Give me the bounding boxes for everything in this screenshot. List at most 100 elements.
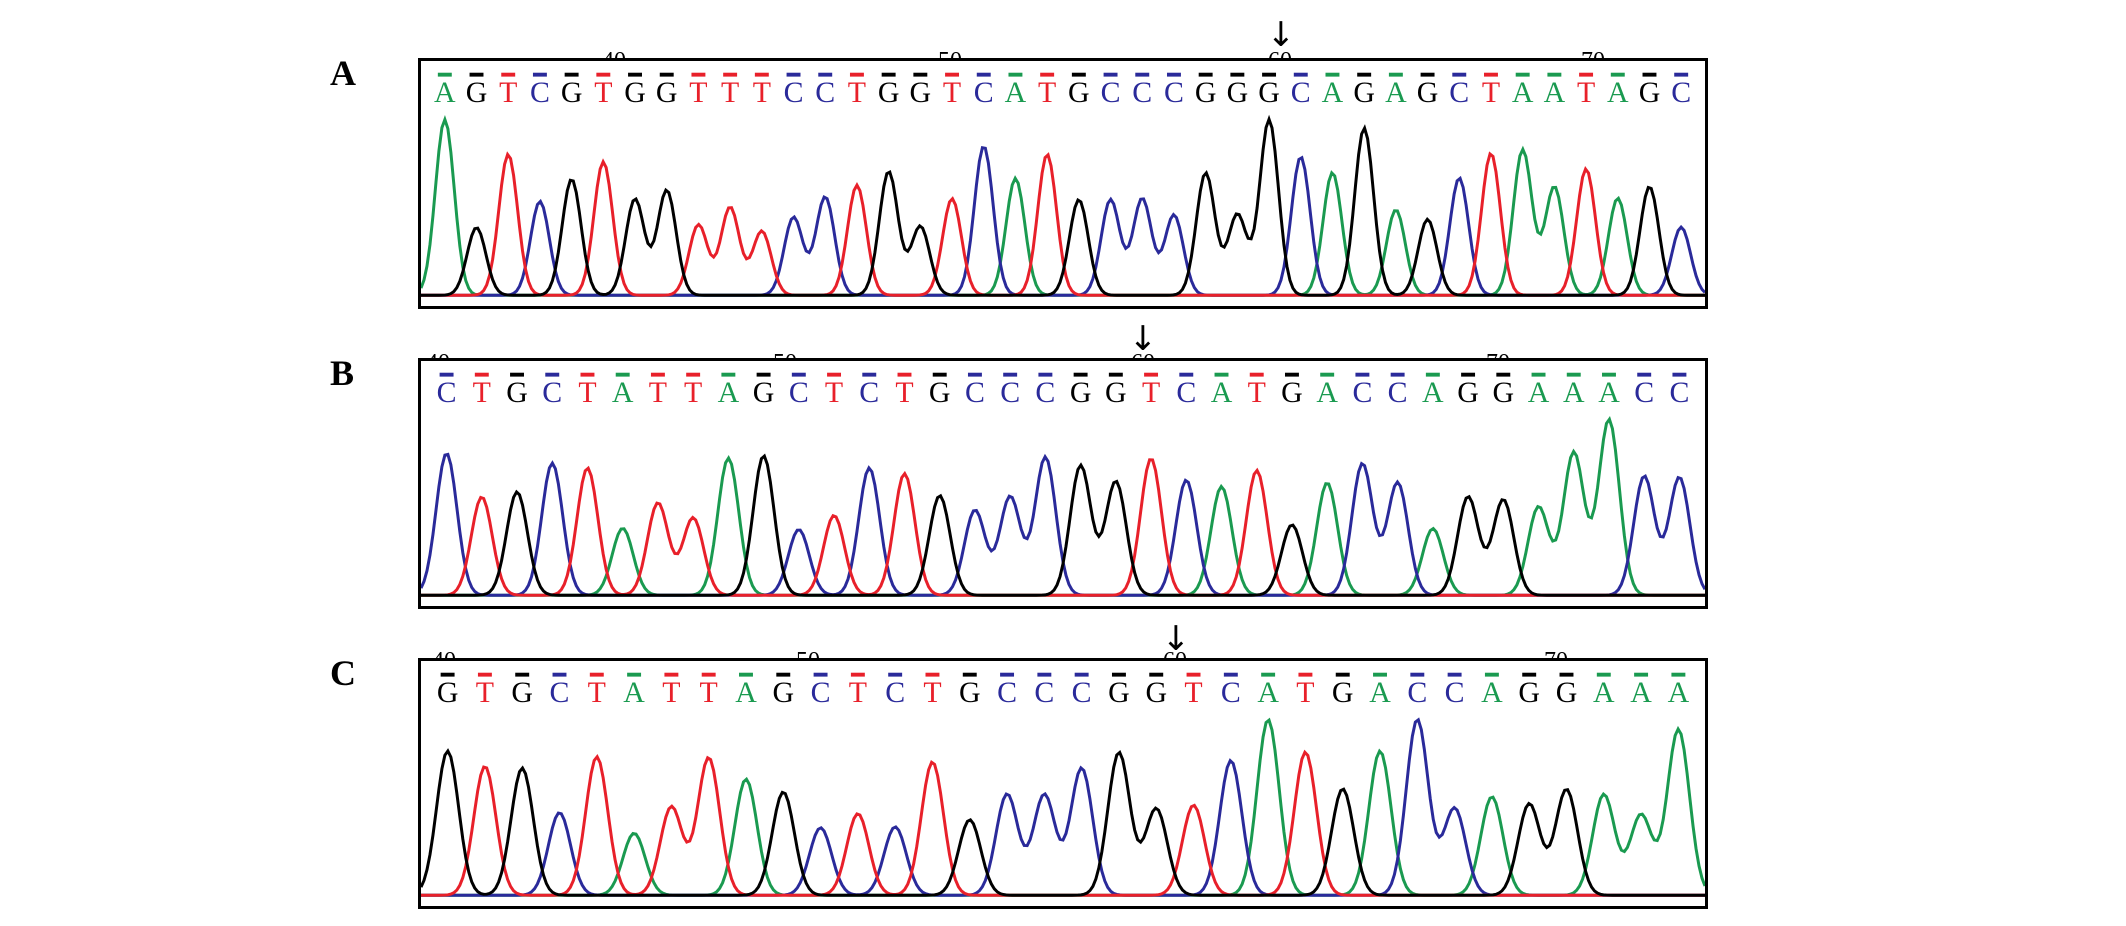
base-call: G	[511, 677, 533, 709]
base-tick	[1074, 672, 1089, 677]
base-call: G	[753, 377, 775, 409]
base-tick	[691, 72, 706, 77]
base-call: C	[437, 377, 457, 409]
base-tick	[976, 72, 991, 77]
base-tick	[589, 672, 604, 677]
base-tick	[1262, 72, 1277, 77]
base-call: T	[895, 377, 913, 409]
base-tick	[510, 372, 524, 377]
base-call: G	[1457, 377, 1479, 409]
base-tick	[1357, 72, 1372, 77]
base-tick	[1071, 72, 1086, 77]
base-tick	[1325, 72, 1340, 77]
base-call: A	[1481, 677, 1503, 709]
base-tick	[1073, 372, 1088, 377]
base-call: T	[848, 77, 866, 109]
base-tick	[1038, 372, 1053, 377]
base-call: A	[718, 377, 740, 409]
base-call: A	[1544, 77, 1566, 109]
base-call: C	[1000, 377, 1020, 409]
base-tick	[1103, 72, 1118, 77]
base-tick	[862, 372, 877, 377]
base-tick	[1610, 72, 1625, 77]
base-tick	[1515, 72, 1530, 77]
base-call: G	[1518, 677, 1540, 709]
base-call: T	[662, 677, 680, 709]
base-call: A	[623, 677, 645, 709]
base-tick	[1166, 72, 1181, 77]
base-tick	[440, 672, 455, 677]
base-tick	[580, 372, 595, 377]
base-call: G	[1145, 677, 1167, 709]
base-call: C	[1352, 377, 1372, 409]
base-call: G	[1068, 77, 1090, 109]
base-call: G	[506, 377, 528, 409]
base-tick	[721, 372, 736, 377]
base-tick	[1672, 372, 1687, 377]
base-call: G	[1108, 677, 1130, 709]
base-call: T	[684, 377, 702, 409]
base-tick	[1634, 672, 1649, 677]
base-tick	[1355, 372, 1370, 377]
base-call: T	[689, 77, 707, 109]
base-tick	[1298, 672, 1313, 677]
base-call: A	[1257, 677, 1279, 709]
base-call: T	[943, 77, 961, 109]
base-call: G	[1417, 77, 1439, 109]
base-tick	[945, 72, 960, 77]
base-call: G	[929, 377, 951, 409]
trace-t	[421, 458, 1705, 597]
base-call: T	[578, 377, 596, 409]
base-call: G	[1493, 377, 1515, 409]
base-call: C	[997, 677, 1017, 709]
base-call: C	[1671, 77, 1691, 109]
base-tick	[1579, 72, 1594, 77]
base-tick	[501, 72, 516, 77]
base-tick	[913, 72, 928, 77]
base-tick	[1547, 72, 1562, 77]
base-tick	[532, 72, 547, 77]
base-tick	[1373, 672, 1387, 677]
base-tick	[1335, 672, 1350, 677]
arrow-icon-b: ↓	[1128, 319, 1158, 359]
panel-label-c: C	[330, 653, 356, 693]
base-tick	[1261, 672, 1276, 677]
panel-label-a: A	[330, 53, 356, 93]
base-call: G	[1105, 377, 1127, 409]
base-tick	[1642, 72, 1657, 77]
base-call: G	[624, 77, 646, 109]
base-call: T	[1577, 77, 1595, 109]
base-tick	[628, 72, 642, 77]
base-call: A	[1668, 677, 1690, 709]
base-tick	[474, 372, 489, 377]
base-call: C	[530, 77, 550, 109]
base-tick	[1144, 372, 1159, 377]
base-call: A	[1369, 677, 1391, 709]
base-call: C	[1132, 77, 1152, 109]
base-call: A	[1598, 377, 1620, 409]
base-call: G	[1332, 677, 1354, 709]
base-tick	[477, 672, 492, 677]
base-call: C	[542, 377, 562, 409]
base-call: A	[1385, 77, 1407, 109]
base-tick	[615, 372, 630, 377]
base-call: T	[721, 77, 739, 109]
base-call: T	[588, 677, 606, 709]
base-tick	[1284, 372, 1299, 377]
base-call: A	[1422, 377, 1444, 409]
base-tick	[1179, 372, 1194, 377]
base-call: G	[1258, 77, 1280, 109]
base-call: A	[1593, 677, 1615, 709]
base-tick	[1566, 372, 1581, 377]
arrow-icon-a: ↓	[1266, 15, 1296, 55]
base-tick	[776, 672, 791, 677]
base-call: A	[1316, 377, 1338, 409]
base-call: C	[1291, 77, 1311, 109]
base-call: G	[561, 77, 583, 109]
base-tick	[754, 72, 769, 77]
base-call: C	[1164, 77, 1184, 109]
base-tick	[1602, 372, 1616, 377]
base-tick	[701, 672, 716, 677]
base-call: G	[437, 677, 459, 709]
